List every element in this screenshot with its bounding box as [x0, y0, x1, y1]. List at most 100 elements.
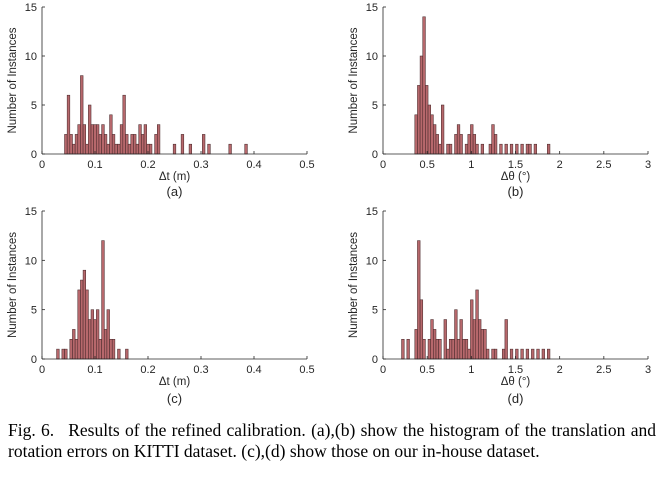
bar-c-1: [61, 348, 65, 360]
bar-d-32: [509, 348, 514, 360]
bar-a-33: [154, 134, 158, 155]
x-tick-label-d-5: 2.5: [596, 364, 611, 376]
y-axis-label-d: Number of Instances: [348, 232, 360, 338]
bar-a-3: [72, 143, 76, 155]
x-tick-label-c-4: 0.4: [246, 364, 261, 376]
bar-b-24: [494, 134, 498, 155]
bar-d-12: [446, 348, 450, 360]
bar-b-17: [467, 134, 471, 155]
bar-a-40: [228, 143, 232, 155]
bar-a-1: [66, 94, 71, 155]
bar-d-17: [459, 319, 463, 360]
bar-c-12: [93, 319, 97, 360]
y-tick-label-d-2: 10: [366, 255, 378, 267]
bar-c-19: [111, 338, 116, 360]
bar-a-10: [90, 124, 94, 155]
bar-c-20: [117, 348, 121, 360]
x-tick-label-c-2: 0.2: [140, 364, 155, 376]
y-axis-label-b: Number of Instances: [348, 27, 360, 133]
bar-d-20: [467, 348, 471, 360]
bar-d-24: [478, 319, 482, 360]
bar-a-15: [103, 134, 108, 155]
x-tick-label-d-2: 1: [468, 364, 474, 376]
bar-b-2: [419, 55, 424, 155]
bar-c-0: [56, 348, 60, 360]
y-tick-label-c-1: 5: [31, 305, 37, 317]
bar-c-3: [69, 338, 73, 360]
y-tick-label-b-0: 0: [372, 149, 378, 161]
bar-a-2: [69, 134, 73, 155]
bar-d-31: [504, 319, 508, 360]
x-tick-label-b-5: 2.5: [596, 159, 611, 171]
bar-b-1: [417, 85, 421, 155]
bar-b-18: [470, 124, 474, 155]
y-tick-label-b-2: 10: [366, 51, 378, 63]
bar-b-6: [430, 114, 434, 155]
x-tick-label-d-4: 2: [557, 364, 563, 376]
subplot-label-b: (b): [508, 184, 524, 199]
bar-b-11: [446, 143, 450, 155]
bar-b-7: [433, 124, 437, 155]
y-tick-label-c-3: 15: [25, 206, 37, 218]
bar-a-7: [82, 124, 87, 155]
x-axis-label-c: Δt (m): [159, 376, 190, 388]
panel-d: 0 0.5 1 1.5 2 2.5 3 0 5 10 15 Δθ (°) Number of Insta…: [348, 206, 651, 406]
subplot-label-d: (d): [508, 391, 524, 406]
bar-d-39: [547, 348, 551, 360]
bar-b-4: [425, 85, 429, 155]
bar-a-39: [207, 143, 211, 155]
bar-d-5: [422, 338, 426, 360]
bar-a-23: [125, 134, 129, 155]
x-tick-label-c-0: 0: [39, 364, 45, 376]
bar-a-9: [88, 104, 92, 155]
bar-d-37: [536, 348, 540, 360]
bar-a-5: [77, 124, 81, 155]
bar-d-27: [486, 348, 490, 360]
bar-b-31: [528, 143, 532, 155]
bar-d-10: [438, 338, 442, 360]
y-tick-label-d-1: 5: [372, 305, 378, 317]
bar-b-20: [475, 143, 479, 155]
bar-a-11: [93, 124, 97, 155]
x-tick-label-b-3: 1.5: [508, 159, 523, 171]
bar-c-5: [74, 338, 79, 360]
bar-a-4: [74, 134, 79, 155]
x-axis-label-d: Δθ (°): [501, 376, 531, 388]
x-tick-label-c-5: 0.5: [299, 364, 314, 376]
bar-a-30: [143, 124, 147, 155]
bar-a-25: [130, 134, 134, 155]
y-tick-label-a-1: 5: [31, 100, 37, 112]
bar-d-3: [417, 240, 421, 360]
bar-d-38: [541, 348, 545, 360]
bar-c-6: [77, 289, 81, 360]
bar-c-21: [125, 348, 129, 360]
bar-a-13: [98, 134, 102, 155]
panel-c: 0 0.1 0.2 0.3 0.4 0.5 0 5 10 15 Δt (m) Number of In…: [7, 206, 315, 406]
y-tick-label-a-2: 10: [25, 51, 37, 63]
bar-c-14: [98, 338, 102, 360]
x-tick-label-a-5: 0.5: [299, 159, 314, 171]
bar-a-38: [202, 134, 206, 155]
bar-a-36: [180, 134, 185, 155]
bar-c-16: [103, 329, 108, 360]
bar-b-23: [491, 124, 495, 155]
bar-a-29: [141, 134, 145, 155]
y-tick-label-d-3: 15: [366, 206, 378, 218]
bar-c-9: [85, 289, 89, 360]
x-tick-label-b-0: 0: [380, 159, 386, 171]
bar-a-17: [109, 114, 113, 155]
bar-c-7: [80, 279, 84, 360]
bar-b-10: [441, 104, 445, 155]
x-tick-label-c-3: 0.3: [193, 364, 208, 376]
bar-d-11: [443, 319, 447, 360]
bar-a-16: [106, 143, 110, 155]
bar-b-5: [427, 104, 431, 155]
subplot-label-a: (a): [167, 184, 183, 199]
x-tick-label-b-2: 1: [468, 159, 474, 171]
y-tick-label-c-2: 10: [25, 255, 37, 267]
bar-b-33: [547, 143, 551, 155]
bar-a-41: [244, 143, 248, 155]
bar-a-8: [85, 143, 89, 155]
y-tick-label-c-0: 0: [31, 354, 37, 366]
